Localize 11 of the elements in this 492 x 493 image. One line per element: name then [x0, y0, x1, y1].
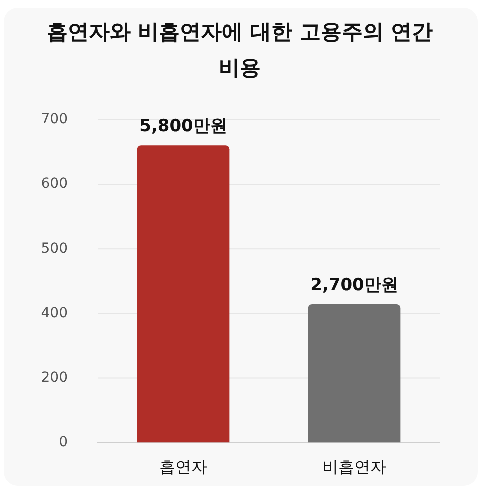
- x-tick-label: 흡연자: [160, 458, 208, 477]
- data-label: 5,800만원: [140, 116, 228, 137]
- text: 200: [41, 370, 68, 386]
- text: 600: [41, 176, 68, 192]
- text: 500: [41, 240, 68, 257]
- text: 400: [41, 305, 68, 322]
- x-tick-label: 비흡연자: [322, 458, 386, 477]
- text: 0: [59, 434, 68, 450]
- text: 700: [41, 112, 68, 128]
- chart-title: 흡연자와 비흡연자에 대한 고용주의 연간 비용: [46, 19, 434, 82]
- data-label: 2,700만원: [310, 275, 398, 296]
